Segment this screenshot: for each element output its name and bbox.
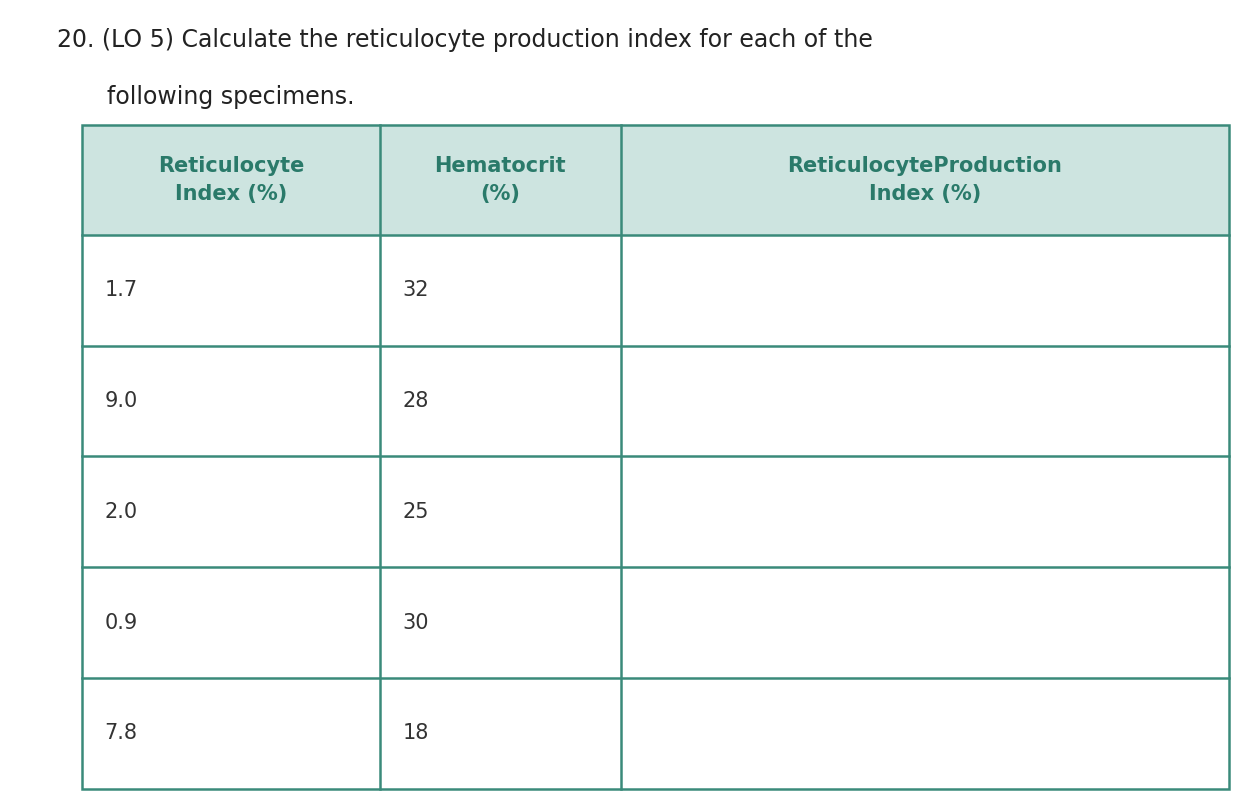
Text: (%): (%): [480, 184, 520, 205]
Text: 1.7: 1.7: [105, 280, 137, 300]
Text: 32: 32: [403, 280, 430, 300]
Text: 2.0: 2.0: [105, 502, 137, 522]
Text: 18: 18: [403, 723, 430, 743]
Text: 25: 25: [403, 502, 430, 522]
Text: 30: 30: [403, 612, 430, 633]
Text: following specimens.: following specimens.: [107, 85, 354, 109]
Bar: [82, 125, 1228, 789]
Text: 0.9: 0.9: [105, 612, 137, 633]
Bar: [82, 125, 1228, 235]
Text: 20. (LO 5) Calculate the reticulocyte production index for each of the: 20. (LO 5) Calculate the reticulocyte pr…: [57, 28, 873, 53]
Text: Hematocrit: Hematocrit: [435, 156, 566, 176]
Text: Index (%): Index (%): [868, 184, 980, 205]
Text: 28: 28: [403, 391, 430, 411]
Text: 9.0: 9.0: [105, 391, 137, 411]
Text: Reticulocyte: Reticulocyte: [158, 156, 304, 176]
Text: ReticulocyteProduction: ReticulocyteProduction: [788, 156, 1062, 176]
Text: Index (%): Index (%): [175, 184, 287, 205]
Text: 7.8: 7.8: [105, 723, 137, 743]
